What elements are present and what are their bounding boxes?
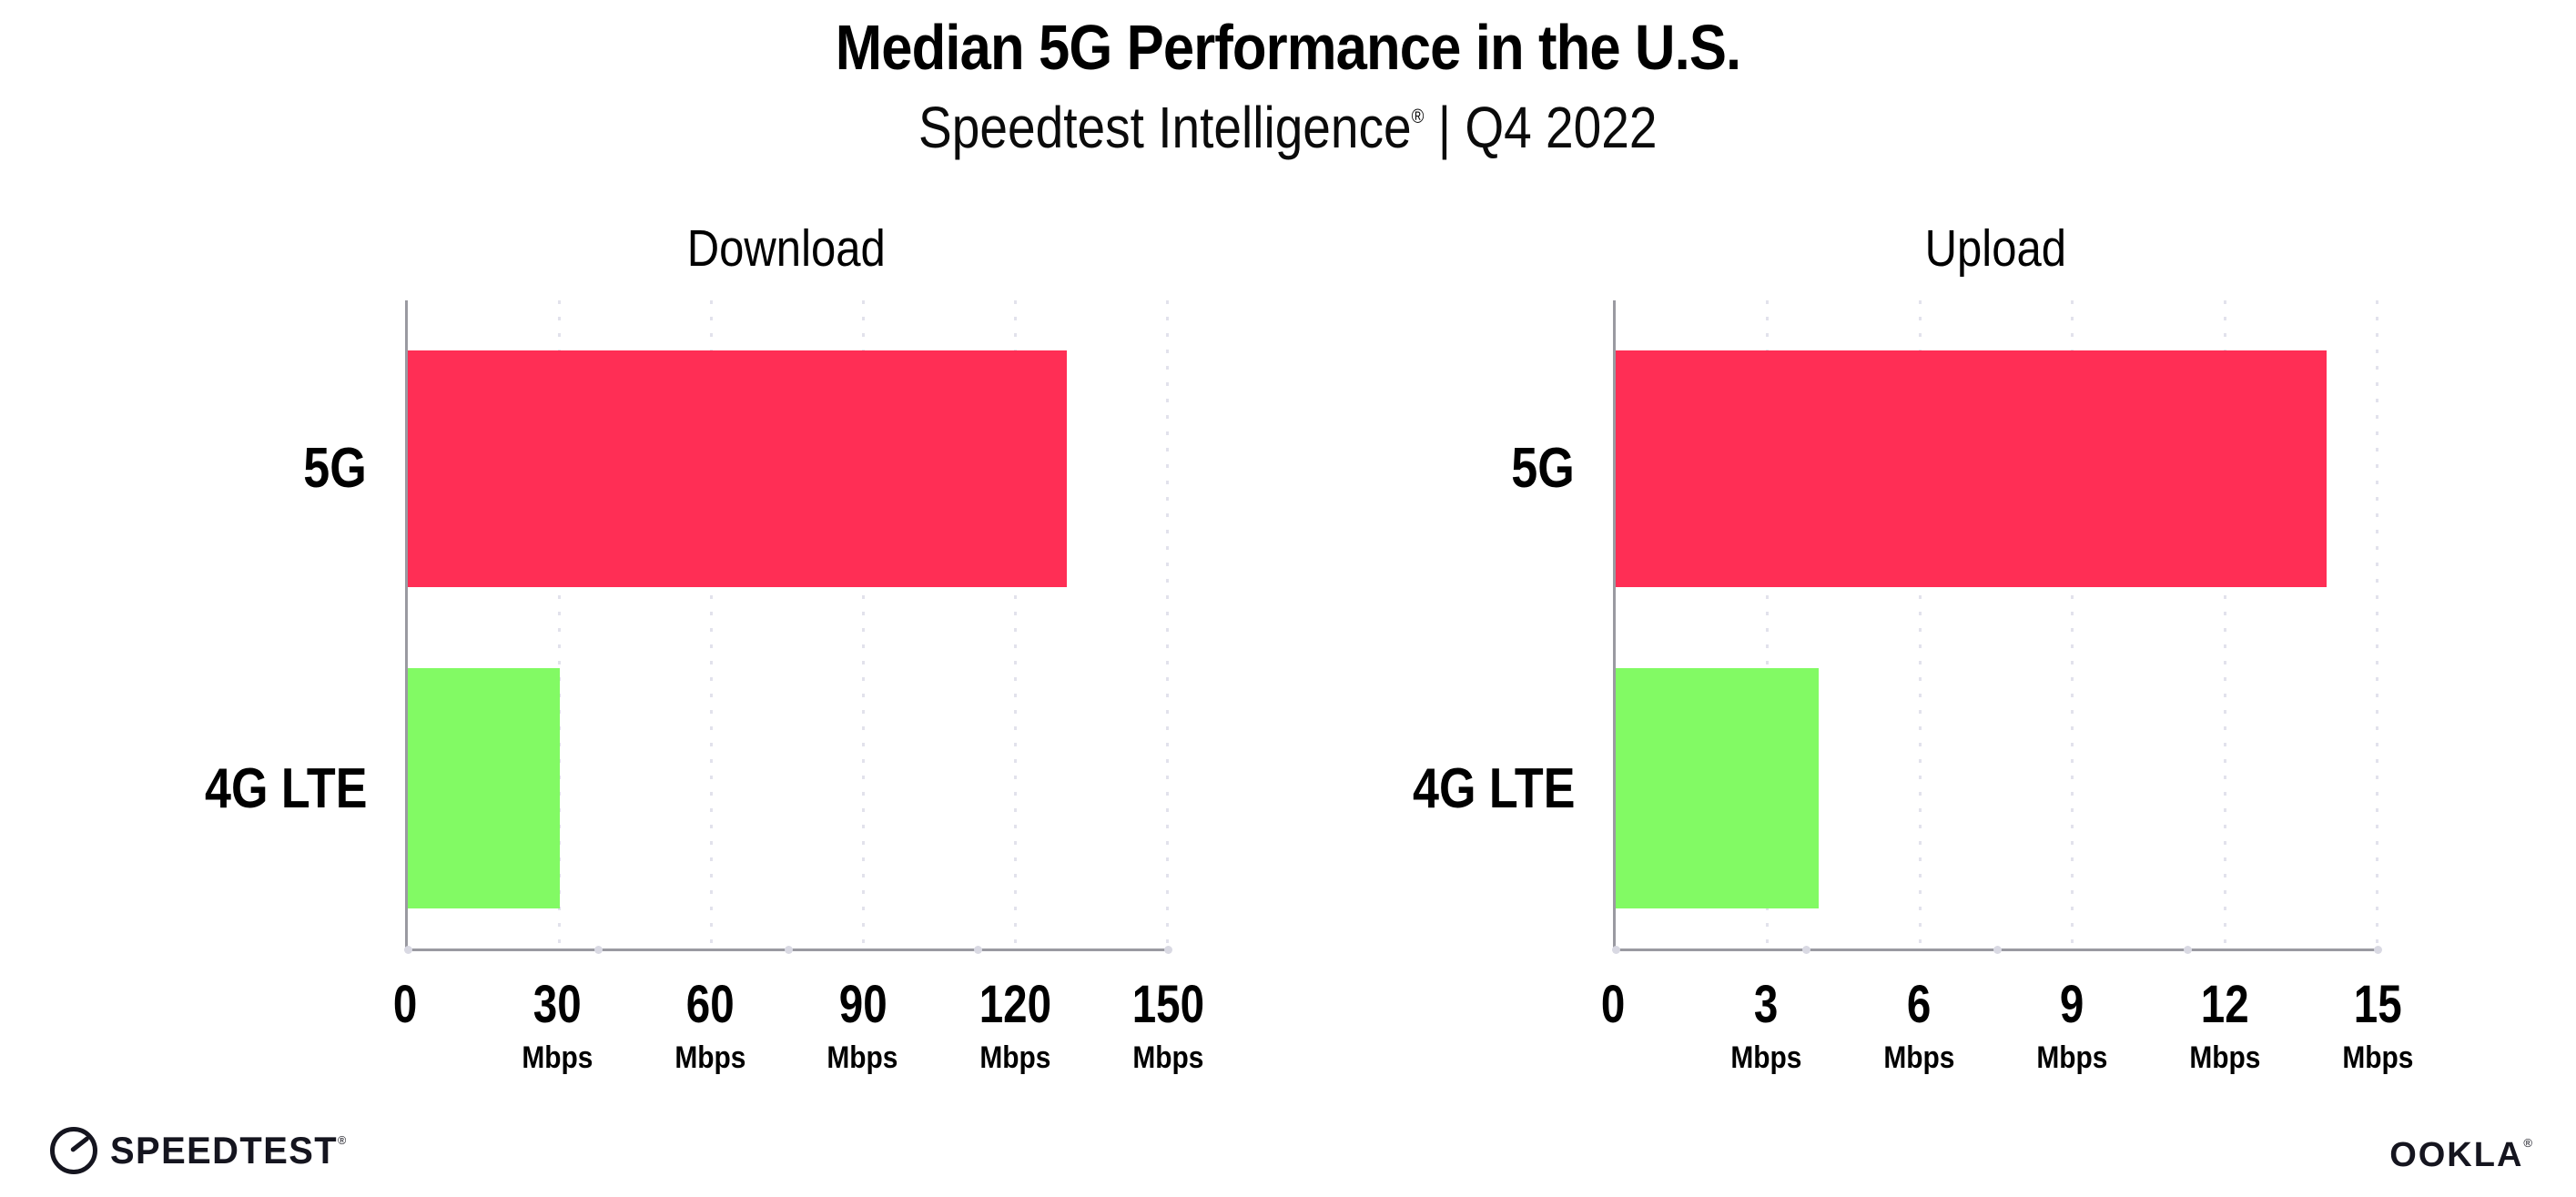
upload-chart: Upload 5G 4G LTE 0 3 Mbps 6 Mbps 9 Mbps 12 Mbps 1…	[1413, 219, 2414, 1073]
gridline-60	[710, 300, 713, 948]
category-label-4g-lte: 4G LTE	[1412, 757, 1575, 820]
category-label-5g: 5G	[303, 437, 367, 500]
x-tick-unit: Mbps	[674, 1040, 746, 1075]
axis-tick-dot	[1802, 946, 1811, 954]
x-tick-unit: Mbps	[1729, 1040, 1802, 1075]
gridline-9	[2071, 300, 2074, 948]
x-tick-value: 60	[685, 975, 735, 1034]
page-title: Median 5G Performance in the U.S.	[0, 13, 2576, 83]
registered-mark: ®	[338, 1133, 348, 1148]
x-tick-0: 0	[296, 979, 514, 1031]
subtitle-period: | Q4 2022	[1424, 95, 1658, 160]
download-bar-4g-lte	[408, 668, 560, 908]
gridline-150	[1166, 300, 1169, 948]
registered-mark: ®	[1411, 104, 1425, 127]
category-label-5g: 5G	[1511, 437, 1575, 500]
x-tick-unit: Mbps	[979, 1040, 1051, 1075]
upload-chart-title: Upload	[1924, 219, 2066, 278]
gridline-6	[1918, 300, 1922, 948]
x-tick-150: 150 Mbps	[1059, 975, 1277, 1075]
x-tick-60: 60 Mbps	[601, 975, 819, 1075]
gridline-15	[2376, 300, 2378, 948]
axis-tick-dot	[1612, 946, 1620, 954]
axis-tick-dot	[2374, 946, 2382, 954]
x-tick-value: 0	[1600, 975, 1626, 1034]
x-tick-12: 12 Mbps	[2115, 975, 2334, 1075]
axis-tick-dot	[1164, 946, 1172, 954]
gridline-120	[1014, 300, 1017, 948]
page-subtitle: Speedtest Intelligence® | Q4 2022	[0, 95, 2576, 162]
x-tick-6: 6 Mbps	[1810, 975, 2028, 1075]
speedtest-wordmark: SPEEDTEST®	[110, 1129, 348, 1172]
x-tick-15: 15 Mbps	[2268, 975, 2487, 1075]
gridline-3	[1766, 300, 1770, 948]
upload-bar-5g	[1616, 350, 2328, 587]
download-plot-area	[404, 300, 1172, 954]
x-tick-value: 90	[838, 975, 887, 1034]
axis-tick-dot	[784, 946, 793, 954]
x-tick-unit: Mbps	[2341, 1040, 2414, 1075]
x-tick-unit: Mbps	[2035, 1040, 2108, 1075]
x-tick-value: 120	[979, 975, 1052, 1034]
axis-tick-dot	[1993, 946, 2002, 954]
x-tick-30: 30 Mbps	[449, 975, 667, 1075]
x-tick-unit: Mbps	[2188, 1040, 2261, 1075]
axis-tick-dot	[404, 946, 412, 954]
ookla-wordmark: OOKLA	[2389, 1136, 2524, 1174]
x-tick-0: 0	[1504, 979, 1722, 1031]
x-tick-9: 9 Mbps	[1962, 975, 2181, 1075]
x-tick-value: 15	[2353, 975, 2402, 1034]
x-tick-unit: Mbps	[522, 1040, 593, 1075]
gridline-30	[558, 300, 561, 948]
download-chart: Download 5G 4G LTE 0 30 Mbps 60 Mbps 90 Mbps 12…	[205, 219, 1204, 1073]
subtitle-brand: Speedtest Intelligence	[918, 95, 1412, 160]
x-tick-value: 0	[392, 975, 418, 1034]
gridline-90	[862, 300, 865, 948]
x-tick-value: 12	[2200, 975, 2249, 1034]
download-bar-5g	[408, 350, 1067, 587]
upload-bar-4g-lte	[1616, 668, 1820, 908]
x-tick-value: 30	[533, 975, 583, 1034]
x-tick-unit: Mbps	[1131, 1040, 1204, 1075]
x-tick-120: 120 Mbps	[906, 975, 1124, 1075]
x-tick-unit: Mbps	[1882, 1040, 1955, 1075]
x-tick-value: 9	[2059, 975, 2084, 1034]
axis-tick-dot	[2183, 946, 2192, 954]
upload-plot-area	[1612, 300, 2382, 954]
gridline-12	[2223, 300, 2226, 948]
x-tick-value: 6	[1906, 975, 1932, 1034]
axis-tick-dot	[593, 946, 603, 954]
speedtest-gauge-icon	[50, 1127, 97, 1174]
download-chart-title: Download	[686, 219, 887, 278]
registered-mark: ®	[2523, 1136, 2534, 1151]
x-tick-value: 3	[1753, 975, 1779, 1034]
ookla-logo: OOKLA®	[2389, 1136, 2534, 1175]
x-tick-unit: Mbps	[827, 1040, 898, 1075]
x-tick-3: 3 Mbps	[1657, 975, 1875, 1075]
speedtest-logo: SPEEDTEST®	[50, 1127, 360, 1174]
gauge-needle-icon	[70, 1135, 91, 1153]
category-label-4g-lte: 4G LTE	[204, 757, 367, 820]
x-tick-value: 150	[1131, 975, 1204, 1034]
x-tick-90: 90 Mbps	[754, 975, 972, 1075]
axis-tick-dot	[974, 946, 983, 954]
page-title-text: Median 5G Performance in the U.S.	[835, 12, 1741, 83]
